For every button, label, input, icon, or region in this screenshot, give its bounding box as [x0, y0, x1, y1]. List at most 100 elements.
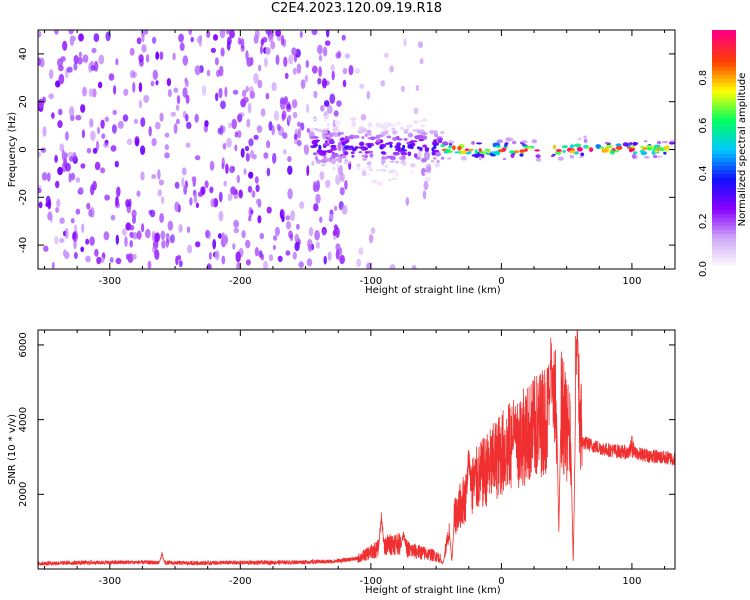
- spectrogram-cell-2: [323, 156, 328, 159]
- spectrogram-cell-0: [140, 171, 145, 181]
- spectrogram-cell-2: [322, 142, 330, 147]
- spectrogram-cell-0: [290, 210, 295, 222]
- spectrogram-cell-0: [150, 80, 155, 87]
- spectrogram-cell-0: [194, 65, 201, 76]
- spectrogram-cell-0: [96, 256, 102, 265]
- colorbar-segment: [712, 33, 736, 39]
- spectrogram-cell-3: [615, 143, 622, 147]
- spectrogram-cell-2: [420, 124, 425, 128]
- spectrogram-cell-0: [154, 249, 160, 260]
- spectrogram-cell-0: [100, 119, 105, 129]
- spectrogram-cell-0: [285, 221, 292, 230]
- spectrogram-cell-0: [167, 220, 174, 231]
- spectrogram-cell-3: [557, 156, 564, 161]
- colorbar-segment: [712, 113, 736, 119]
- spectrogram-cell-0: [292, 67, 297, 75]
- spectrogram-cell-0: [125, 199, 130, 208]
- spectrogram-cell-2: [351, 124, 357, 127]
- spectrogram-cell-1: [358, 247, 364, 256]
- spectrogram-cell-3: [447, 157, 452, 160]
- spectrogram-cell-0: [287, 114, 292, 122]
- spectrogram-cell-2: [367, 143, 372, 149]
- spectrogram-cell-3: [589, 147, 594, 153]
- spectrogram-cell-2: [401, 162, 407, 166]
- spectrogram-cell-1: [422, 190, 427, 200]
- spectrogram-cell-0: [317, 78, 322, 85]
- spectrogram-cell-2: [343, 160, 351, 165]
- spectrogram-cell-2: [396, 135, 400, 140]
- spectrogram-cell-2: [333, 127, 338, 131]
- spectrogram-cell-0: [223, 236, 228, 244]
- spectrogram-cell-2: [318, 151, 324, 156]
- spectrogram-y-tick-label: 20: [18, 95, 29, 108]
- spectrogram-cell-3: [509, 150, 515, 154]
- spectrogram-cell-0: [245, 259, 251, 266]
- spectrogram-cell-0: [255, 184, 260, 193]
- spectrogram-cell-0: [268, 121, 273, 131]
- spectrogram-cell-0: [178, 224, 183, 233]
- spectrogram-cell-3: [479, 150, 486, 156]
- colorbar-segment: [712, 161, 736, 167]
- spectrogram-cell-1: [356, 258, 362, 267]
- spectrogram-cell-1: [354, 68, 360, 74]
- colorbar-segment: [712, 49, 736, 55]
- spectrogram-cell-3: [577, 137, 582, 141]
- spectrogram-cell-2: [369, 153, 374, 158]
- spectrogram-cell-0: [187, 244, 193, 254]
- spectrogram-cell-0: [306, 165, 310, 177]
- spectrogram-cell-3: [478, 148, 482, 152]
- spectrogram-cell-0: [242, 89, 247, 98]
- spectrogram-cell-2: [357, 146, 365, 149]
- spectrogram-cell-1: [362, 169, 367, 177]
- spectrogram-cell-3: [464, 148, 469, 152]
- spectrogram-cell-0: [160, 196, 165, 205]
- spectrogram-cell-2: [390, 124, 397, 127]
- colorbar-segment: [712, 253, 736, 258]
- colorbar-segment: [712, 265, 736, 270]
- snr-y-tick-label: 4000: [18, 407, 29, 432]
- spectrogram-cell-0: [227, 36, 232, 45]
- spectrogram-cell-0: [140, 117, 146, 127]
- spectrogram-cell-0: [265, 30, 271, 35]
- spectrogram-cell-0: [300, 79, 306, 90]
- spectrogram-cell-0: [333, 110, 339, 117]
- spectrogram-cell-3: [552, 144, 557, 150]
- spectrogram-cell-0: [273, 110, 279, 121]
- spectrogram-cell-0: [73, 62, 78, 71]
- spectrogram-cell-0: [201, 85, 207, 96]
- snr-line-chart: -300 -200 -100 0 100 2000 4000 6000 Height of st…: [7, 329, 676, 596]
- spectrogram-cell-0: [318, 54, 323, 62]
- spectrogram-cell-2: [351, 154, 355, 158]
- spectrogram-cell-0: [62, 40, 68, 51]
- spectrogram-cell-0: [277, 255, 283, 262]
- snr-x-tick-label: -300: [98, 576, 121, 587]
- spectrogram-cell-0: [285, 215, 291, 221]
- spectrogram-cell-0: [218, 87, 223, 99]
- spectrogram-cell-2: [429, 130, 436, 135]
- spectrogram-cell-0: [248, 171, 254, 179]
- spectrogram-cell-0: [46, 172, 51, 182]
- spectrogram-cell-2: [340, 137, 345, 141]
- spectrogram-cell-2: [434, 132, 439, 138]
- spectrogram-cell-0: [321, 78, 327, 89]
- spectrogram-cell-0: [64, 251, 70, 260]
- spectrogram-cell-0: [244, 145, 250, 152]
- spectrogram-cell-2: [407, 151, 412, 157]
- spectrogram-cell-1: [400, 85, 405, 93]
- spectrogram-cell-0: [306, 258, 313, 267]
- spectrogram-cell-0: [254, 176, 259, 184]
- spectrogram-cell-2: [316, 159, 321, 164]
- spectrogram-cell-0: [348, 65, 354, 76]
- colorbar-segment: [712, 93, 736, 99]
- spectrogram-cell-2: [346, 136, 353, 140]
- spectrogram-cell-2: [389, 144, 393, 148]
- spectrogram-cell-0: [78, 33, 84, 42]
- spectrogram-cell-3: [555, 151, 562, 155]
- spectrogram-cell-0: [222, 142, 227, 150]
- spectrogram-cell-2: [381, 156, 389, 160]
- spectrogram-cell-0: [183, 184, 188, 195]
- spectrogram-cell-2: [413, 120, 419, 124]
- spectrogram-cell-3: [654, 150, 659, 153]
- spectrogram-cell-0: [241, 230, 246, 239]
- spectrogram-cell-2: [389, 160, 395, 163]
